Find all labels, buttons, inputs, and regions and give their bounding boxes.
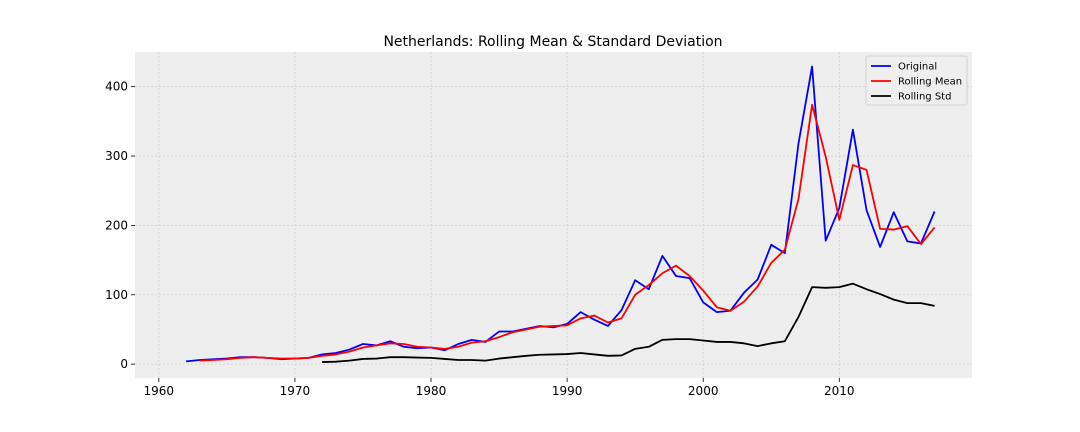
y-tick-label: 0 [120,357,128,371]
legend-box [865,55,968,106]
legend: Original Rolling Mean Rolling Std [865,55,968,106]
y-tick-label: 300 [105,149,128,163]
series-lines [185,65,936,363]
x-tick-label: 1990 [552,384,583,398]
y-tick-label: 200 [105,218,128,232]
series-line-rolling-std [322,282,935,363]
legend-label-rolling-mean: Rolling Mean [898,77,962,88]
x-tick-label: 1980 [416,384,447,398]
x-tick-label: 2010 [824,384,855,398]
series-line-rolling-mean [199,103,936,362]
plot-background [135,52,972,378]
chart-title: Netherlands: Rolling Mean & Standard Dev… [383,34,722,50]
x-tick-label: 2000 [688,384,719,398]
y-tick-label: 100 [105,288,128,302]
x-tick-label: 1970 [280,384,311,398]
y-tick-label: 400 [105,80,128,94]
axes: 1960 1970 1980 1990 2000 2010 0 100 200 300 400 [105,80,854,398]
legend-label-original: Original [898,62,937,73]
x-tick-label: 1960 [144,384,175,398]
legend-label-rolling-std: Rolling Std [898,92,951,103]
